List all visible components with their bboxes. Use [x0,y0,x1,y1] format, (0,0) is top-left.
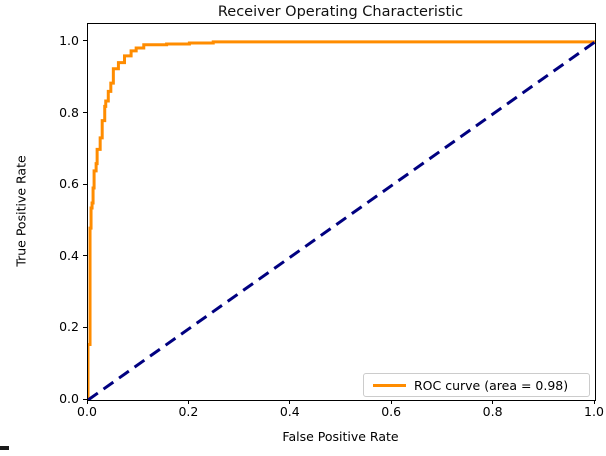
x-tick-label: 0.8 [482,404,503,419]
x-tick-label: 0.0 [77,404,97,419]
x-tick-label: 1.0 [584,404,604,419]
legend-label: ROC curve (area = 0.98) [414,377,569,393]
y-tick-mark [83,326,87,328]
y-tick-label: 1.0 [59,32,79,48]
x-tick-mark [390,400,392,404]
y-tick-mark [83,183,87,185]
y-tick-label: 0.0 [59,391,79,406]
y-tick-mark [83,112,87,114]
y-tick-label: 0.8 [59,104,79,120]
roc-curve-line [88,40,595,400]
chart-title: Receiver Operating Characteristic [217,4,464,20]
y-tick-label: 0.4 [59,247,79,263]
y-tick-mark [83,255,87,257]
y-tick-label: 0.2 [59,319,79,335]
cursor-artifact-mark [0,446,9,450]
plot-canvas [88,40,595,400]
roc-curve-legend-swatch [373,383,406,387]
legend: ROC curve (area = 0.98) [363,373,590,397]
x-axis-label: False Positive Rate [282,429,399,444]
y-tick-mark [83,40,87,42]
y-tick-label: 0.6 [59,176,79,192]
y-tick-mark [83,398,87,400]
x-tick-label: 0.4 [279,404,300,419]
x-tick-mark [593,400,595,404]
x-tick-mark [492,400,494,404]
x-tick-label: 0.6 [381,404,402,419]
x-tick-label: 0.2 [178,404,199,419]
y-axis-label: True Positive Rate [13,155,29,267]
x-tick-mark [86,400,88,404]
chance-diagonal-line [88,40,595,400]
x-tick-mark [187,400,189,404]
plot-area: ROC curve (area = 0.98) [87,23,596,401]
x-tick-mark [289,400,291,404]
